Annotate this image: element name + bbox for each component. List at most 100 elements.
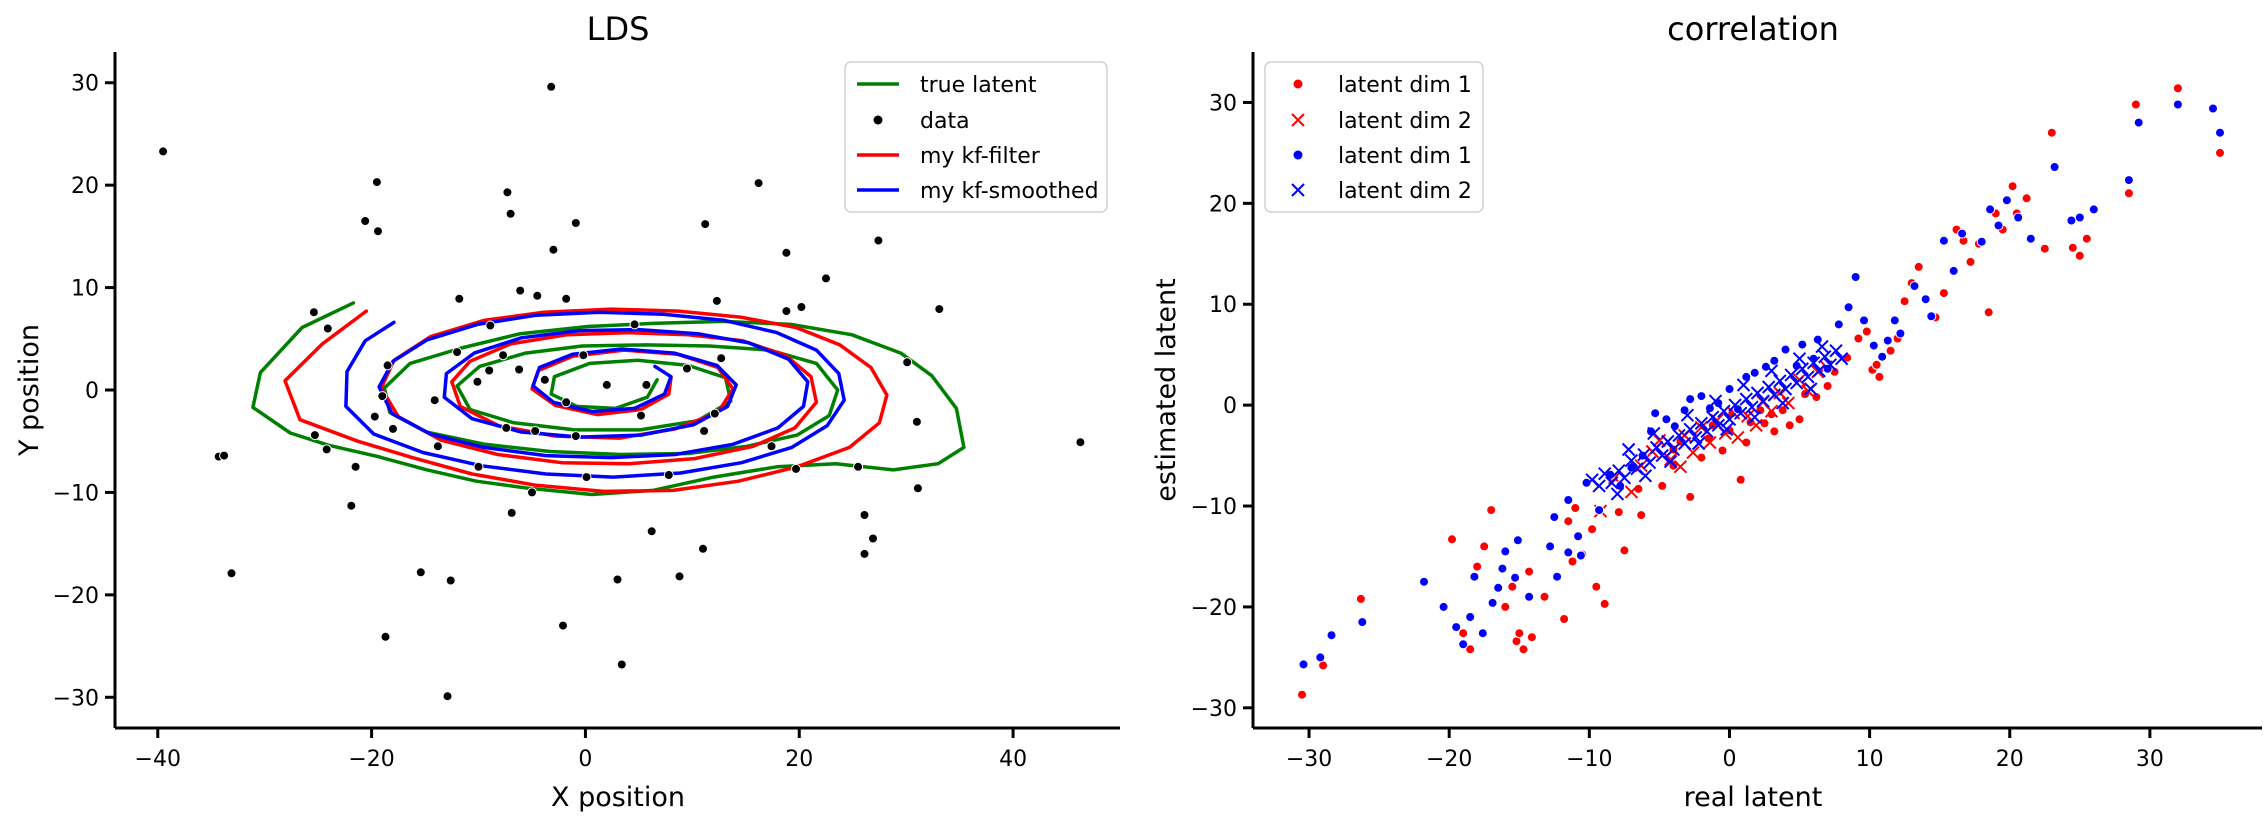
correlation-latent-dim-1-dot-point (1850, 272, 1861, 282)
lds-data-dot-point (454, 293, 465, 304)
correlation-latent-dim-2-x-marker (1806, 356, 1821, 370)
correlation-latent-dim-2-x-marker (1736, 378, 1751, 392)
correlation-latent-dim-2-x-marker (1694, 420, 1709, 435)
lds-data-dot-point (373, 226, 383, 237)
lds-data-dot-point (663, 470, 674, 480)
correlation-latent-dim-1-dot-point (1717, 445, 1728, 456)
lds-data-dot-point (506, 507, 517, 518)
correlation-latent-dim-1-dot-point (2067, 242, 2078, 253)
lds-data-dot-point (505, 208, 516, 219)
correlation-latent-dim-1-dot-point (2039, 243, 2050, 254)
correlation-latent-dim-1-dot-point (1497, 563, 1508, 574)
correlation-latent-dim-1-dot-point (1993, 220, 2004, 231)
correlation-latent-dim-1-dot-point (1526, 632, 1537, 643)
correlation-latent-dim-2-x-marker (1781, 396, 1796, 410)
correlation-latent-dim-2-x-marker (1624, 485, 1639, 499)
lds-data-dot-point (158, 146, 169, 157)
lds-data-dot-point (578, 350, 589, 361)
lds-data-dot-point (558, 620, 568, 631)
correlation-latent-dim-2-x-marker (1694, 416, 1709, 431)
correlation-latent-dim-1-dot-point (1591, 581, 1602, 592)
correlation-latent-dim-1-dot-point (1913, 261, 1924, 272)
lds-y-axis-label: Y position (14, 324, 45, 457)
correlation-latent-dim-1-dot-point (1724, 384, 1735, 394)
correlation-legend-dim2-red-label: latent dim 2 (1338, 109, 1472, 134)
lds-y-tick-label: 30 (71, 72, 99, 97)
lds-data-dot-point (484, 365, 495, 376)
correlation-latent-dim-1-dot-point (2025, 233, 2036, 244)
lds-x-tick-label: −20 (348, 747, 394, 772)
lds-legend-kf-filter-label: my kf-filter (920, 144, 1041, 169)
correlation-latent-dim-1-dot-point (1545, 541, 1556, 552)
correlation-latent-dim-1-dot-point (1685, 491, 1696, 502)
correlation-y-tick-label: −10 (1191, 495, 1237, 520)
correlation-latent-dim-1-dot-point (1794, 414, 1805, 425)
correlation-latent-dim-2-x-marker (1655, 448, 1669, 463)
correlation-latent-dim-1-dot-point (1563, 516, 1574, 527)
lds-data-dot-point (472, 376, 483, 387)
correlation-latent-dim-1-dot-point (1486, 505, 1497, 516)
correlation-latent-dim-2-x-marker (1792, 351, 1807, 366)
correlation-latent-dim-2-x-marker (1804, 382, 1818, 396)
lds-x-axis-label: X position (551, 782, 685, 813)
correlation-latent-dim-1-dot-point (1563, 547, 1574, 558)
correlation-latent-dim-1-dot-point (1477, 628, 1488, 639)
lds-data-dot-point (570, 431, 581, 442)
lds-data-dot-point (612, 574, 623, 585)
correlation-latent-dim-1-dot-point (1438, 601, 1449, 612)
lds-data-dot-point (682, 363, 692, 374)
correlation-latent-dim-2-x-marker (1717, 404, 1731, 418)
correlation-y-tick-label: −20 (1191, 596, 1237, 621)
correlation-latent-dim-1-dot-point (1833, 319, 1844, 330)
correlation-latent-dim-1-dot-point (1315, 652, 1326, 663)
correlation-latent-dim-1-dot-point (1326, 630, 1337, 641)
correlation-latent-dim-1-dot-point (2172, 83, 2183, 94)
correlation-title: correlation (1667, 10, 1839, 48)
correlation-latent-dim-2-x-marker (1605, 476, 1619, 490)
lds-data-dot-point (321, 444, 332, 455)
correlation-latent-dim-2-x-marker (1680, 408, 1695, 422)
correlation-latent-dim-2-x-marker (1677, 436, 1692, 451)
correlation-x-ticks: −30 −20 −10 0 10 20 30 (1286, 728, 2164, 772)
correlation-latent-dim-2-x-marker (1815, 339, 1829, 354)
lds-data-dot-point (377, 391, 388, 402)
lds-data-dot-point (445, 575, 456, 586)
correlation-latent-dim-1-dot-point (1559, 614, 1570, 624)
correlation-latent-dim-2-x-marker (1663, 454, 1678, 469)
correlation-latent-dim-2-x-marker (1661, 434, 1675, 449)
lds-data-dot-point (641, 379, 652, 390)
correlation-latent-dim-1-dot-point (1822, 381, 1833, 391)
correlation-latent-dim-2-x-marker (1705, 410, 1720, 424)
correlation-latent-dim-1-dot-point (1983, 307, 1994, 318)
correlation-latent-dim-1-dot-point (1749, 367, 1760, 378)
correlation-latent-dim-1-dot-point (1899, 296, 1910, 307)
correlation-latent-dim-1-dot-point (1297, 689, 1307, 700)
correlation-latent-dim-1-dot-point (1514, 628, 1525, 639)
correlation-x-tick-label: −20 (1426, 747, 1472, 772)
correlation-latent-dim-1-dot-point (1549, 512, 1560, 523)
correlation-latent-dim-2-x-marker (1745, 400, 1759, 414)
correlation-latent-dim-2-x-marker (1784, 368, 1798, 382)
lds-data-dot-point (711, 295, 722, 306)
correlation-latent-dim-1-dot-point (1704, 403, 1715, 414)
lds-data-dot-point (346, 500, 357, 511)
correlation-latent-dim-1-dot-point (1507, 581, 1518, 592)
correlation-latent-dim-1-dot-point (1619, 545, 1630, 556)
correlation-x-tick-label: 30 (2136, 747, 2164, 772)
correlation-latent-dim-1-dot-point (1685, 394, 1696, 405)
correlation-latent-dim-1-dot-point (1458, 639, 1469, 650)
correlation-latent-dim-1-dot-point (1458, 628, 1469, 639)
correlation-latent-dim-1-dot-point (1419, 576, 1429, 587)
lds-y-tick-label: −30 (53, 686, 99, 711)
lds-data-dot-point (934, 304, 945, 315)
correlation-legend-box (1264, 61, 1484, 213)
lds-data-dot-point (369, 411, 380, 422)
lds-data-dot-point (350, 461, 361, 472)
correlation-y-axis-label: estimated latent (1151, 278, 1182, 501)
lds-data-dot-point (1075, 437, 1086, 448)
correlation-latent-dim-1-dot-point (1524, 566, 1535, 577)
correlation-latent-dim-2-x-marker (1750, 386, 1765, 400)
lds-data-dot-point (514, 364, 525, 375)
correlation-latent-dim-1-dot-point (1573, 531, 1584, 542)
